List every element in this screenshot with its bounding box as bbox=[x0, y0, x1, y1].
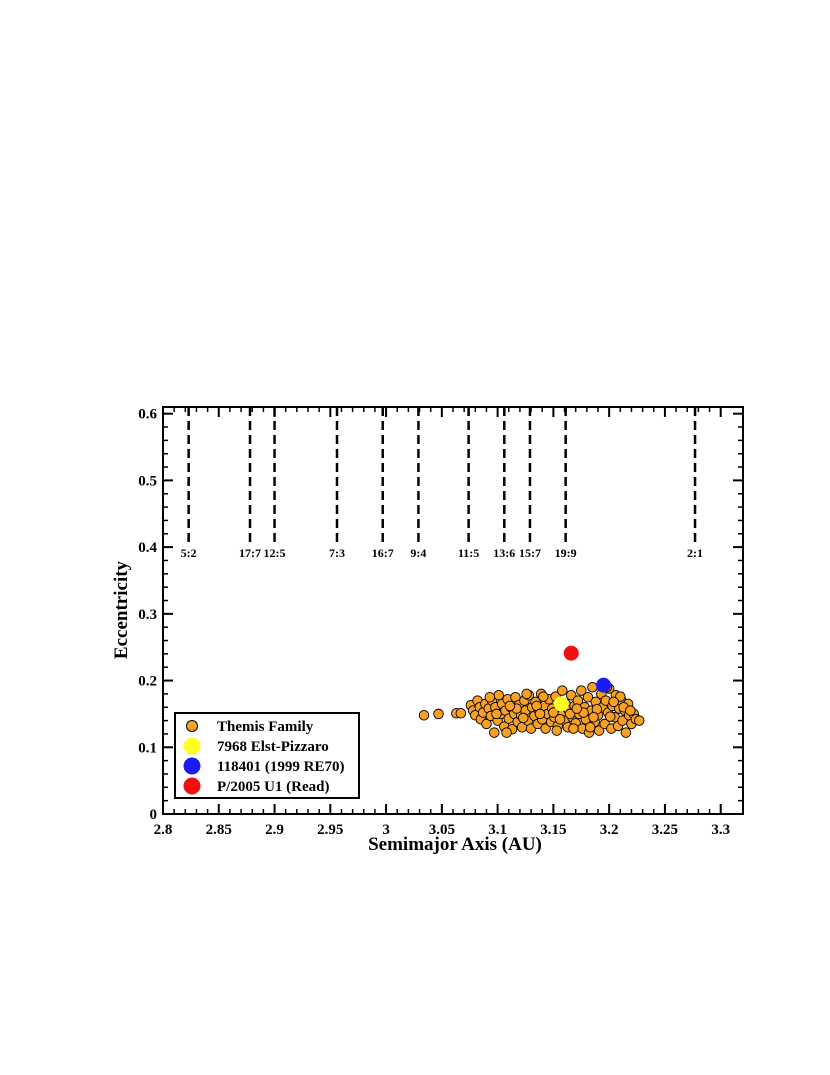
themis-point bbox=[588, 712, 599, 723]
y-tick-label: 0.4 bbox=[138, 540, 157, 556]
resonance-label: 17:7 bbox=[239, 546, 261, 560]
themis-point bbox=[504, 700, 516, 712]
resonance-label: 5:2 bbox=[181, 546, 197, 560]
y-tick-label: 0 bbox=[150, 807, 158, 823]
legend-marker-118401 bbox=[183, 757, 201, 775]
y-axis-title: Eccentricity bbox=[111, 560, 132, 659]
elst-pizzaro-point bbox=[553, 696, 569, 712]
y-tick-label: 0.6 bbox=[138, 407, 157, 423]
y-tick-label: 0.3 bbox=[138, 607, 157, 623]
resonance-label: 13:6 bbox=[493, 546, 515, 560]
themis-point bbox=[576, 685, 587, 696]
themis-point bbox=[551, 725, 562, 736]
x-tick-label: 3.25 bbox=[652, 822, 678, 838]
resonance-label: 11:5 bbox=[458, 546, 479, 560]
themis-point bbox=[634, 715, 645, 726]
themis-point bbox=[548, 707, 559, 718]
y-tick-label: 0.2 bbox=[138, 674, 157, 690]
themis-point bbox=[554, 714, 566, 725]
themis-point bbox=[620, 727, 632, 738]
themis-point bbox=[540, 723, 551, 734]
data-points bbox=[418, 645, 645, 738]
themis-point bbox=[493, 689, 504, 701]
themis-point bbox=[587, 681, 598, 693]
themis-point bbox=[484, 691, 496, 703]
legend-label-themis: Themis Family bbox=[217, 719, 314, 735]
legend-label-elst-pizzaro: 7968 Elst-Pizzaro bbox=[217, 739, 329, 755]
resonance-label: 2:1 bbox=[687, 546, 703, 560]
legend-marker-read bbox=[183, 777, 201, 795]
read-comet-point bbox=[563, 645, 579, 661]
x-tick-label: 3.1 bbox=[488, 822, 507, 838]
themis-point bbox=[571, 703, 583, 714]
x-axis-title: Semimajor Axis (AU) bbox=[368, 834, 542, 855]
resonance-label: 16:7 bbox=[372, 546, 394, 560]
themis-point bbox=[538, 691, 549, 702]
legend-marker-elst-pizzaro bbox=[183, 737, 201, 755]
resonance-label: 15:7 bbox=[519, 546, 541, 560]
themis-point bbox=[625, 705, 636, 716]
x-tick-label: 3.05 bbox=[429, 822, 455, 838]
themis-point bbox=[608, 696, 619, 708]
legend-label-118401: 118401 (1999 RE70) bbox=[217, 759, 345, 775]
y-tick-label: 0.1 bbox=[138, 740, 157, 756]
x-tick-label: 3.3 bbox=[711, 822, 730, 838]
x-tick-label: 2.85 bbox=[206, 822, 232, 838]
themis-point bbox=[481, 718, 492, 730]
themis-point bbox=[557, 685, 568, 696]
themis-point bbox=[593, 725, 605, 736]
themis-point bbox=[568, 723, 579, 734]
themis-point bbox=[518, 712, 529, 724]
themis-point bbox=[605, 711, 616, 722]
themis-point bbox=[534, 708, 546, 720]
x-tick-label: 2.9 bbox=[265, 822, 284, 838]
resonance-label: 9:4 bbox=[410, 546, 426, 560]
legend-box bbox=[174, 712, 360, 799]
axes: 2.8 2.85 2.9 2.95 3 3.05 3.1 3.15 3.2 3.25 3.3 0 0.1… bbox=[138, 407, 743, 838]
x-tick-label: 2.95 bbox=[317, 822, 343, 838]
themis-point bbox=[418, 710, 430, 721]
themis-point bbox=[455, 708, 467, 719]
x-tick-label: 3.2 bbox=[600, 822, 619, 838]
y-tick-label: 0.5 bbox=[138, 473, 157, 489]
themis-point bbox=[584, 722, 596, 733]
resonance-lines: 5:2 17:7 12:5 7:3 16:7 9:4 11:5 13:6 15:7 19:9 2:1 bbox=[181, 407, 703, 560]
themis-point bbox=[501, 727, 512, 738]
resonance-label: 7:3 bbox=[329, 546, 345, 560]
legend: Themis Family 7968 Elst-Pizzaro 118401 (… bbox=[174, 712, 360, 799]
themis-point bbox=[582, 691, 594, 703]
x-tick-label: 2.8 bbox=[154, 822, 173, 838]
x-tick-label: 3 bbox=[382, 822, 390, 838]
118401-point bbox=[596, 677, 612, 693]
themis-point bbox=[433, 708, 444, 720]
resonance-label: 19:9 bbox=[555, 546, 577, 560]
legend-marker-themis bbox=[186, 720, 198, 732]
themis-point bbox=[489, 727, 500, 738]
resonance-label: 12:5 bbox=[264, 546, 286, 560]
themis-point bbox=[521, 688, 532, 700]
legend-label-read: P/2005 U1 (Read) bbox=[217, 779, 330, 795]
themis-point bbox=[491, 708, 502, 720]
x-tick-label: 3.15 bbox=[540, 822, 566, 838]
